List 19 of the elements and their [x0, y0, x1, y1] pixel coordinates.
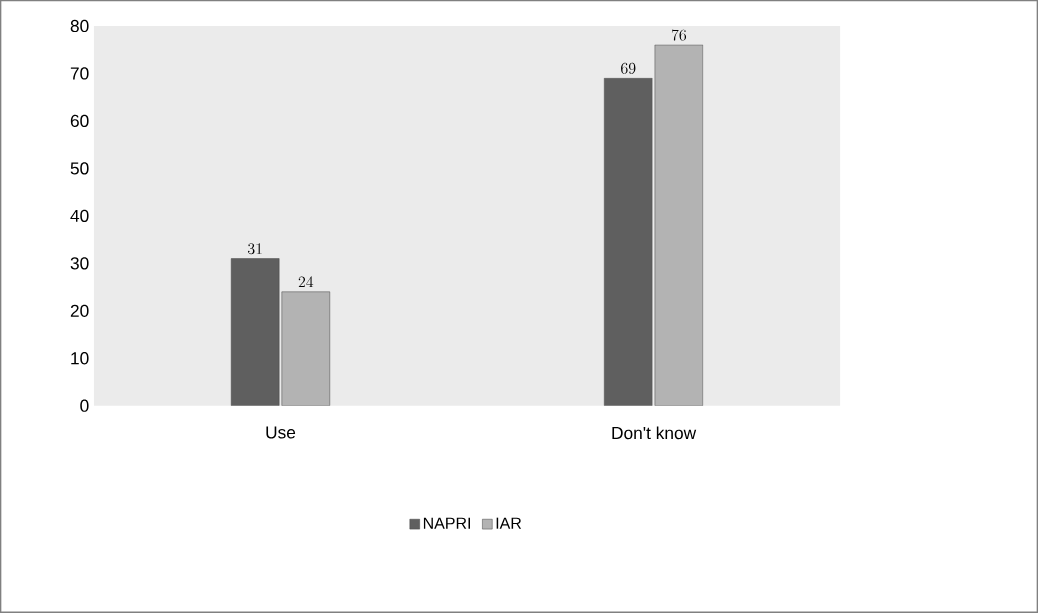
y-tick-label: 60	[70, 114, 89, 128]
y-tick-label: 80	[70, 19, 89, 33]
y-tick-label: 40	[70, 209, 89, 223]
data-label: 76	[671, 29, 687, 41]
legend-label: NAPRI	[423, 517, 470, 529]
legend-label: IAR	[496, 517, 522, 529]
data-label: 31	[248, 243, 262, 255]
y-tick-label: 20	[70, 304, 89, 317]
y-tick-label: 70	[70, 67, 89, 80]
y-tick-label: 30	[70, 257, 89, 270]
bar	[604, 77, 653, 406]
bar	[654, 44, 704, 406]
x-tick-label: Don't know	[612, 426, 697, 440]
y-tick-label: 10	[71, 352, 89, 365]
x-tick-label: Use	[266, 426, 296, 439]
y-tick-label: 0	[80, 399, 89, 412]
data-label: 69	[621, 62, 636, 74]
data-label: 24	[298, 276, 314, 288]
y-tick-label: 50	[70, 162, 89, 175]
